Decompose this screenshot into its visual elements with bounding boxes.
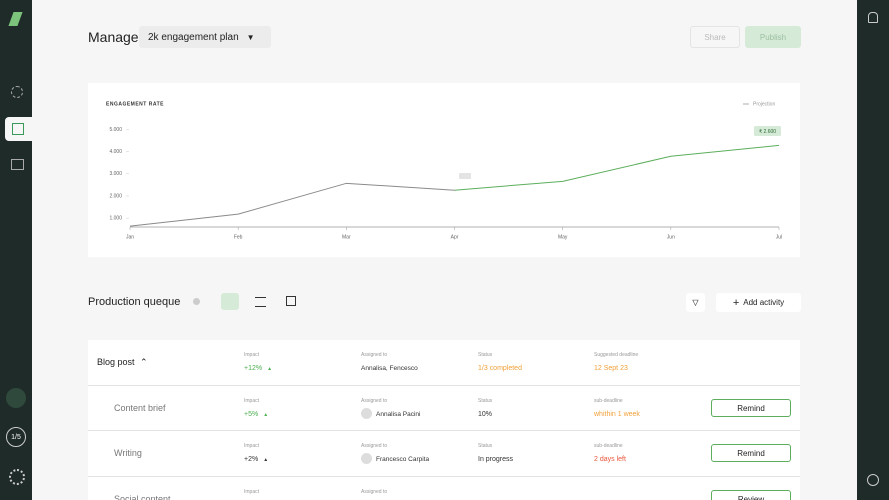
view-gantt[interactable] bbox=[255, 297, 266, 307]
right-rail bbox=[857, 0, 889, 500]
avatar bbox=[361, 453, 372, 464]
y-tick-label: 5.000 bbox=[109, 127, 122, 133]
row-name: Content brief bbox=[114, 403, 166, 413]
deadline: whithin 1 week bbox=[594, 411, 640, 418]
impact: +5% ▲ bbox=[244, 411, 269, 418]
x-tick-label: Jan bbox=[126, 234, 134, 240]
status: 1/3 completed bbox=[478, 365, 522, 372]
nav-active[interactable] bbox=[5, 117, 32, 141]
impact: +12% ▲ bbox=[244, 365, 273, 372]
status: In progress bbox=[478, 456, 514, 463]
nav-icon[interactable] bbox=[11, 86, 23, 98]
action-button[interactable]: Remind bbox=[711, 399, 791, 417]
impact-label: Impact bbox=[244, 398, 260, 404]
deadline-label: sub-deadline bbox=[594, 443, 623, 449]
y-tick-label: 4.000 bbox=[109, 149, 122, 155]
row-divider bbox=[88, 476, 800, 477]
settings-icon[interactable] bbox=[9, 469, 25, 485]
x-tick-label: Apr bbox=[451, 234, 459, 240]
impact-arrow: ▲ bbox=[267, 366, 273, 372]
deadline: 2 days left bbox=[594, 456, 626, 463]
view-calendar[interactable] bbox=[286, 296, 296, 306]
x-tick-label: May bbox=[558, 234, 568, 240]
action-button[interactable]: Review bbox=[711, 490, 791, 500]
add-activity-label: Add activity bbox=[743, 298, 785, 307]
impact-arrow: ▲ bbox=[263, 457, 269, 463]
row-name[interactable]: Blog post ⌃ bbox=[97, 357, 148, 367]
deadline-label: sub-deadline bbox=[594, 398, 623, 404]
info-icon bbox=[193, 298, 200, 305]
row-divider bbox=[88, 430, 800, 431]
plan-dropdown[interactable]: 2k engagement plan ▼ bbox=[139, 26, 271, 48]
y-tick-label: 1.000 bbox=[109, 215, 122, 221]
nav-icon bbox=[12, 123, 24, 135]
series-line bbox=[454, 144, 780, 191]
add-activity-button[interactable]: + Add activity bbox=[716, 293, 801, 312]
nav-icon[interactable] bbox=[11, 159, 24, 170]
row-name: Writing bbox=[114, 448, 142, 458]
caret: ▼ bbox=[246, 32, 255, 42]
view-list[interactable] bbox=[221, 293, 239, 310]
deadline: 12 Sept 23 bbox=[594, 365, 628, 372]
impact-label: Impact bbox=[244, 443, 260, 449]
legend-label: Projection bbox=[753, 101, 775, 107]
assigned-label: Assigned to bbox=[361, 443, 388, 449]
x-tick-label: Jun bbox=[667, 234, 675, 240]
impact-label: Impact bbox=[244, 489, 260, 495]
annotation-box bbox=[754, 126, 781, 136]
status-label: Status bbox=[478, 352, 493, 358]
help-icon[interactable] bbox=[867, 474, 879, 486]
x-tick-label: Jul bbox=[776, 234, 782, 240]
chart-card: ENGAGEMENT RATE 1.000 2.000 3.000 4.000 5.00… bbox=[88, 83, 800, 257]
y-tick-label: 3.000 bbox=[109, 171, 122, 177]
page-title: Manage bbox=[88, 29, 139, 45]
action-button[interactable]: Remind bbox=[711, 444, 791, 462]
publish-button[interactable]: Publish bbox=[745, 26, 801, 48]
main: Manage 2k engagement plan ▼ Share Publish… bbox=[32, 0, 857, 500]
y-tick-label: 2.000 bbox=[109, 193, 122, 199]
avatar bbox=[361, 408, 372, 419]
share-button[interactable]: Share bbox=[690, 26, 740, 48]
x-tick-label: Mar bbox=[342, 234, 351, 240]
annotation: ₹ 2.600 bbox=[759, 129, 776, 135]
assigned-label: Assigned to bbox=[361, 489, 388, 495]
impact: +2% ▲ bbox=[244, 456, 269, 463]
collapse-caret[interactable]: ⌃ bbox=[137, 357, 148, 367]
chart: ENGAGEMENT RATE 1.000 2.000 3.000 4.000 5.00… bbox=[106, 101, 782, 240]
assignee: Annalisa Pacini bbox=[376, 411, 421, 418]
filter-button[interactable]: ▽ bbox=[686, 293, 705, 312]
assignee: Francesco Carpita bbox=[376, 456, 430, 463]
brand-icon[interactable] bbox=[6, 388, 26, 408]
x-tick-label: Feb bbox=[234, 234, 243, 240]
impact-arrow: ▲ bbox=[263, 412, 269, 418]
logo[interactable] bbox=[8, 12, 23, 26]
queue-table: Blog post ⌃ Impact +12% ▲ Assigned to Annalis… bbox=[88, 340, 800, 500]
series-line bbox=[129, 182, 455, 227]
deadline-label: Suggested deadline bbox=[594, 352, 639, 358]
row-name: Social content bbox=[114, 494, 171, 500]
progress-badge[interactable]: 1/5 bbox=[6, 427, 26, 447]
section-title: Production queque bbox=[88, 296, 181, 308]
row-divider bbox=[88, 385, 800, 386]
impact-label: Impact bbox=[244, 352, 260, 358]
assigned-label: Assigned to bbox=[361, 398, 388, 404]
status-label: Status bbox=[478, 443, 493, 449]
assignee: Annalisa, Fencesco bbox=[361, 365, 418, 372]
status: 10% bbox=[478, 411, 493, 418]
chart-title: ENGAGEMENT RATE bbox=[106, 101, 164, 107]
bell-icon[interactable] bbox=[868, 12, 878, 23]
plan-name: 2k engagement plan bbox=[148, 31, 239, 43]
assigned-label: Assigned to bbox=[361, 352, 388, 358]
marker-tag bbox=[459, 173, 471, 179]
sidebar: 1/5 bbox=[0, 0, 32, 500]
status-label: Status bbox=[478, 398, 493, 404]
